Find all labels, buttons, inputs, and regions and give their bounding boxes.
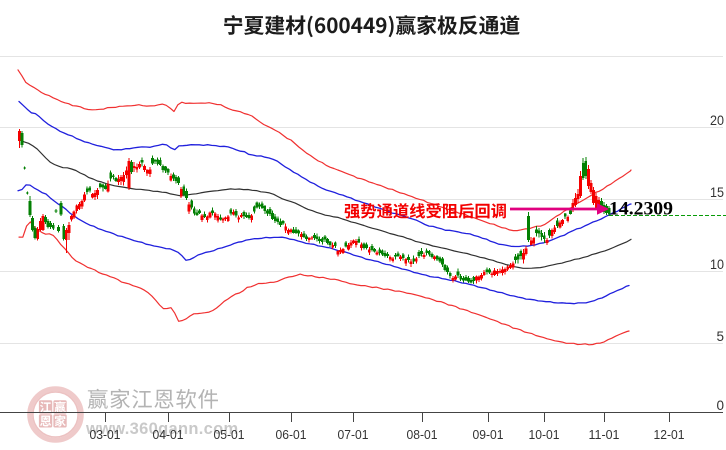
svg-text:04-01: 04-01 [153,427,184,442]
svg-text:06-01: 06-01 [276,427,307,442]
svg-text:03-01: 03-01 [90,427,121,442]
svg-text:05-01: 05-01 [214,427,245,442]
svg-text:0: 0 [716,398,724,413]
svg-text:5: 5 [716,329,724,344]
svg-text:15: 15 [710,185,724,200]
svg-text:14.2309: 14.2309 [609,199,673,220]
svg-text:10-01: 10-01 [529,427,560,442]
svg-text:10: 10 [710,257,724,272]
svg-text:09-01: 09-01 [473,427,504,442]
svg-text:20: 20 [710,113,724,128]
svg-text:11-01: 11-01 [589,427,620,442]
svg-text:www.360gann.com: www.360gann.com [85,420,238,438]
svg-text:07-01: 07-01 [338,427,369,442]
svg-text:12-01: 12-01 [654,427,685,442]
svg-text:08-01: 08-01 [407,427,438,442]
